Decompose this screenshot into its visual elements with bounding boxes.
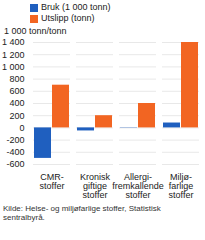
svg-text:1 400: 1 400	[2, 37, 25, 47]
html-text:1 000 tonn/tonn: 1 000 tonn/tonn	[4, 26, 67, 36]
html-text:Kilde: Helse- og miljøfarlige: Kilde: Helse- og miljøfarlige stoffer, S…	[3, 204, 161, 222]
svg-text:600: 600	[9, 86, 24, 96]
html-text:Utslipp (tonn): Utslipp (tonn)	[41, 13, 95, 23]
svg-text:0: 0	[19, 123, 24, 133]
svg-text:800: 800	[9, 74, 24, 84]
svg-text:-600: -600	[6, 159, 24, 169]
html-text:Bruk (1 000 tonn): Bruk (1 000 tonn)	[41, 2, 111, 12]
svg-text:-200: -200	[6, 135, 24, 145]
svg-text:Miljø-farligestoffer: Miljø-farligestoffer	[169, 172, 194, 200]
svg-text:CMR-stoffer: CMR-stoffer	[40, 172, 65, 191]
svg-text:1 200: 1 200	[2, 50, 25, 60]
svg-text:-400: -400	[6, 147, 24, 157]
svg-text:1 000: 1 000	[2, 62, 25, 72]
svg-text:200: 200	[9, 111, 24, 121]
svg-text:400: 400	[9, 98, 24, 108]
svg-text:Allergi-fremkallendestoffer: Allergi-fremkallendestoffer	[112, 172, 164, 200]
svg-text:Kroniskgiftigestoffer: Kroniskgiftigestoffer	[80, 172, 111, 200]
